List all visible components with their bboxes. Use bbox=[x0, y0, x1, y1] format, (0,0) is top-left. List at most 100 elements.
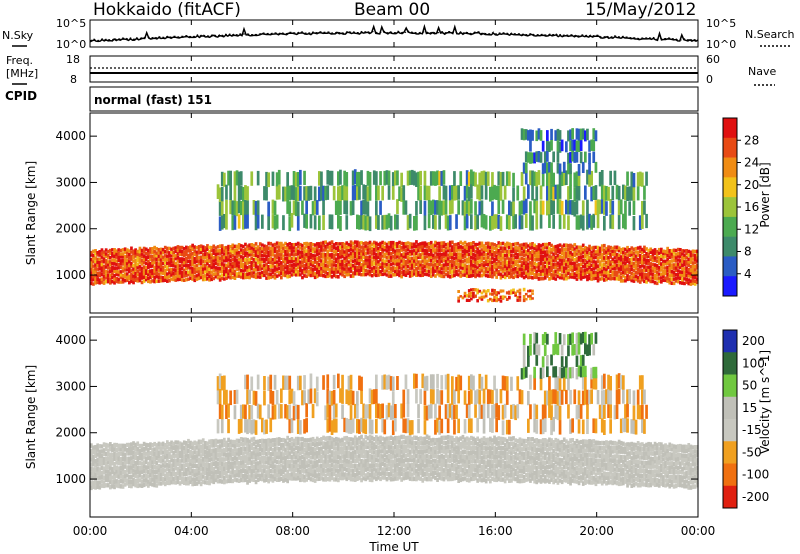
power-cell bbox=[617, 270, 621, 274]
power-cell bbox=[463, 294, 467, 298]
power-cell bbox=[478, 270, 482, 274]
velocity-cell bbox=[246, 474, 249, 480]
velocity-cell bbox=[315, 473, 319, 478]
power-cell bbox=[301, 264, 304, 268]
power-cell bbox=[229, 269, 232, 273]
velocity-cell bbox=[301, 446, 304, 451]
velocity-cell bbox=[117, 447, 121, 452]
power-cell bbox=[372, 258, 376, 262]
power-cell bbox=[261, 270, 264, 275]
power-cell bbox=[96, 263, 99, 268]
power-cell bbox=[611, 214, 615, 230]
power-cell bbox=[495, 214, 498, 229]
power-cell bbox=[518, 298, 522, 302]
power-cell bbox=[410, 263, 414, 267]
power-cell bbox=[501, 274, 505, 278]
velocity-cell bbox=[313, 469, 317, 474]
power-cell bbox=[413, 256, 416, 260]
power-cell bbox=[176, 248, 180, 252]
velocity-cell bbox=[261, 455, 264, 461]
power-cell bbox=[195, 263, 199, 268]
power-cell bbox=[638, 260, 642, 265]
power-cell bbox=[347, 269, 351, 273]
power-cell bbox=[472, 248, 475, 252]
velocity-cell bbox=[356, 454, 359, 459]
power-cell bbox=[562, 262, 566, 266]
power-cell bbox=[573, 202, 577, 217]
velocity-cell bbox=[180, 476, 184, 481]
velocity-cell bbox=[364, 449, 368, 455]
power-cell bbox=[527, 289, 530, 293]
power-cell bbox=[218, 201, 222, 216]
power-cell bbox=[328, 170, 332, 186]
power-cell bbox=[400, 246, 403, 250]
velocity-cell bbox=[290, 454, 294, 460]
power-cell bbox=[459, 258, 463, 263]
power-cell bbox=[117, 252, 121, 256]
velocity-cell bbox=[385, 458, 389, 463]
power-cell bbox=[491, 201, 494, 216]
power-cell bbox=[417, 185, 420, 201]
power-cell bbox=[301, 256, 304, 261]
power-cell bbox=[280, 245, 283, 250]
power-cell bbox=[364, 244, 368, 248]
freq-label-1: Freq. bbox=[6, 54, 33, 67]
power-cell bbox=[495, 299, 498, 303]
velocity-cell bbox=[366, 458, 370, 463]
power-cell bbox=[541, 261, 545, 266]
power-cell bbox=[440, 248, 444, 253]
power-cell bbox=[353, 247, 357, 251]
power-cell bbox=[550, 184, 553, 200]
power-cell bbox=[223, 259, 226, 263]
velocity-cell bbox=[341, 472, 344, 477]
power-cell bbox=[636, 267, 640, 272]
power-cell bbox=[687, 281, 691, 286]
power-cell bbox=[476, 260, 479, 264]
power-cell bbox=[679, 276, 682, 280]
velocity-cell bbox=[104, 461, 108, 466]
power-cell bbox=[565, 255, 568, 259]
power-cell bbox=[163, 245, 167, 250]
velocity-cell bbox=[307, 475, 311, 480]
power-cell bbox=[459, 270, 463, 275]
power-cell bbox=[345, 251, 349, 256]
power-cell bbox=[100, 259, 104, 263]
power-cell bbox=[364, 251, 368, 255]
velocity-cell bbox=[113, 471, 116, 476]
power-cell bbox=[220, 255, 224, 259]
power-cell bbox=[573, 275, 577, 280]
power-cell bbox=[92, 282, 95, 286]
power-cell bbox=[288, 253, 292, 257]
velocity-cell bbox=[315, 463, 319, 468]
velocity-cell bbox=[242, 460, 245, 465]
power-cell bbox=[375, 269, 378, 274]
velocity-cell bbox=[347, 441, 351, 446]
power-cell bbox=[596, 199, 600, 214]
velocity-cell bbox=[225, 456, 228, 461]
power-cell bbox=[339, 249, 342, 253]
power-cell bbox=[318, 259, 321, 263]
power-cell bbox=[546, 250, 549, 254]
power-cell bbox=[265, 268, 268, 273]
power-cell bbox=[286, 246, 289, 250]
power-cell bbox=[529, 294, 532, 298]
power-cell bbox=[206, 254, 209, 259]
power-cell bbox=[489, 245, 492, 250]
power-cell bbox=[417, 246, 420, 250]
power-cell bbox=[529, 201, 532, 216]
velocity-cell bbox=[337, 459, 340, 465]
power-cell bbox=[341, 248, 344, 252]
velocity-cell bbox=[343, 472, 346, 477]
power-cell bbox=[630, 275, 634, 280]
velocity-cell bbox=[318, 438, 321, 443]
power-cell bbox=[448, 259, 452, 264]
velocity-cell bbox=[267, 442, 270, 447]
power-cell bbox=[233, 261, 237, 265]
power-cell bbox=[383, 272, 387, 276]
power-cell bbox=[451, 245, 454, 249]
power-cell bbox=[423, 255, 427, 260]
velocity-cell bbox=[166, 471, 169, 477]
power-cell bbox=[271, 199, 275, 214]
velocity-cell bbox=[271, 469, 275, 474]
velocity-cell bbox=[174, 462, 178, 467]
